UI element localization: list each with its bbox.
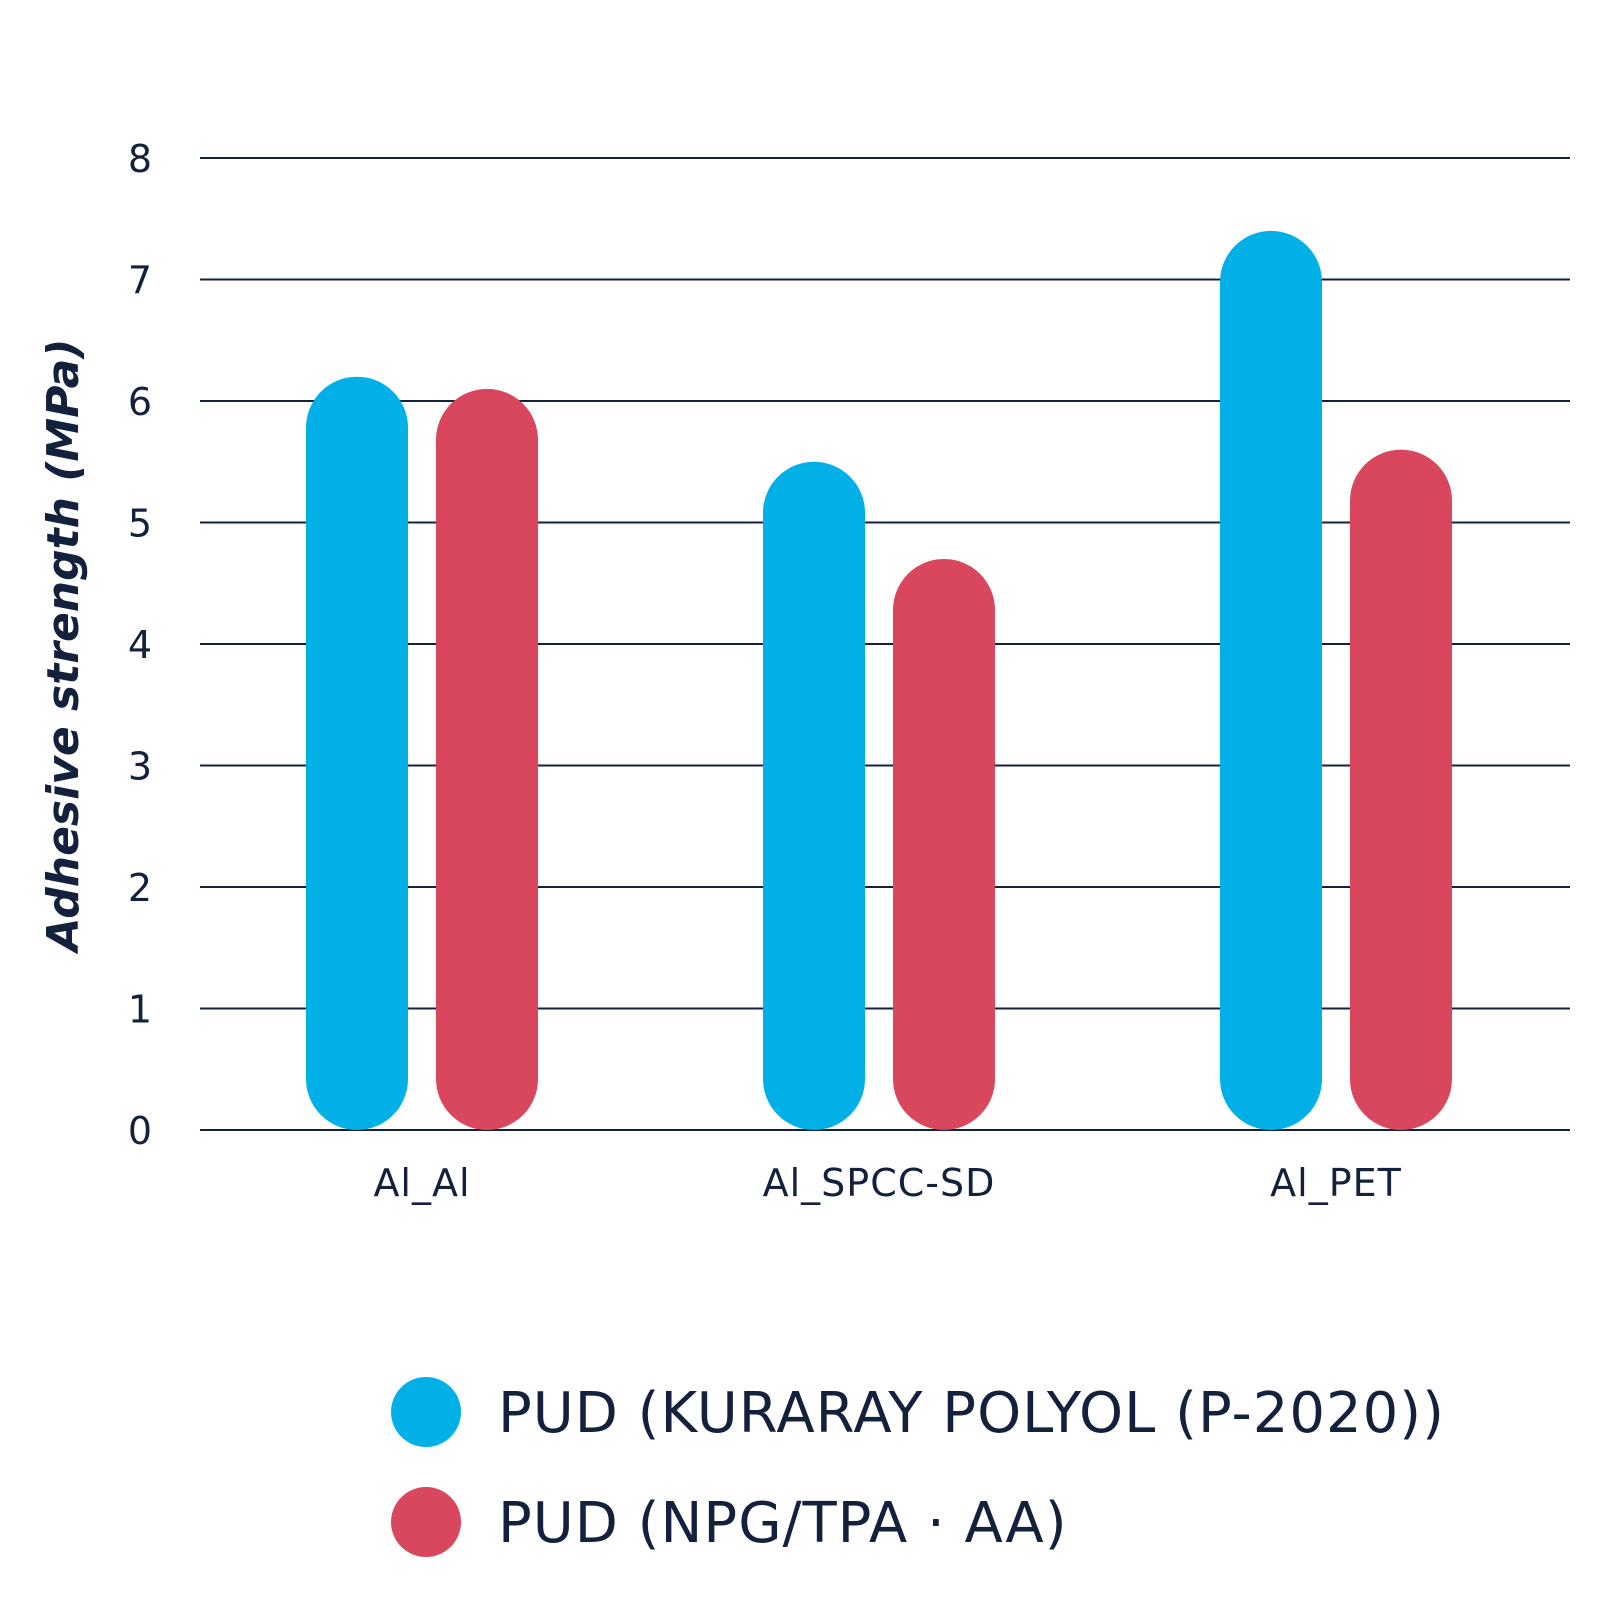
y-tick-label-5: 5 bbox=[128, 502, 152, 546]
legend-label-1: PUD (KURARAY POLYOL (P-2020)) bbox=[498, 1381, 1445, 1446]
legend-swatch-2 bbox=[391, 1487, 461, 1557]
y-tick-label-8: 8 bbox=[128, 137, 152, 181]
bar-Al_SPCC-SD-series-1 bbox=[763, 461, 865, 1130]
gridlines bbox=[200, 157, 1570, 1131]
y-tick-label-1: 1 bbox=[128, 988, 152, 1032]
y-axis-title: Adhesive strength (MPa) bbox=[38, 339, 89, 955]
y-tick-label-0: 0 bbox=[128, 1109, 152, 1153]
bar-Al_Al-series-1 bbox=[306, 376, 408, 1130]
y-tick-label-3: 3 bbox=[128, 745, 152, 789]
x-tick-label-1: Al_Al bbox=[373, 1161, 470, 1205]
bar-Al_PET-series-2 bbox=[1350, 449, 1452, 1131]
bar-Al_Al-series-2 bbox=[436, 388, 538, 1131]
bars bbox=[306, 230, 1452, 1131]
legend-label-2: PUD (NPG/TPA · AA) bbox=[498, 1491, 1068, 1556]
legend-swatch-1 bbox=[391, 1377, 461, 1447]
y-tick-label-2: 2 bbox=[128, 866, 152, 910]
x-tick-label-2: Al_SPCC-SD bbox=[763, 1161, 996, 1205]
bar-Al_SPCC-SD-series-2 bbox=[893, 558, 995, 1130]
x-axis-ticks: Al_Al Al_SPCC-SD Al_PET bbox=[373, 1161, 1402, 1205]
y-axis-ticks: 0 1 2 3 4 5 6 7 8 bbox=[128, 137, 152, 1153]
bar-Al_PET-series-1 bbox=[1220, 230, 1322, 1130]
x-tick-label-3: Al_PET bbox=[1270, 1161, 1402, 1205]
y-tick-label-7: 7 bbox=[128, 259, 152, 303]
legend: PUD (KURARAY POLYOL (P-2020)) PUD (NPG/TP… bbox=[391, 1377, 1445, 1557]
y-tick-label-4: 4 bbox=[128, 623, 152, 667]
y-tick-label-6: 6 bbox=[128, 380, 152, 424]
